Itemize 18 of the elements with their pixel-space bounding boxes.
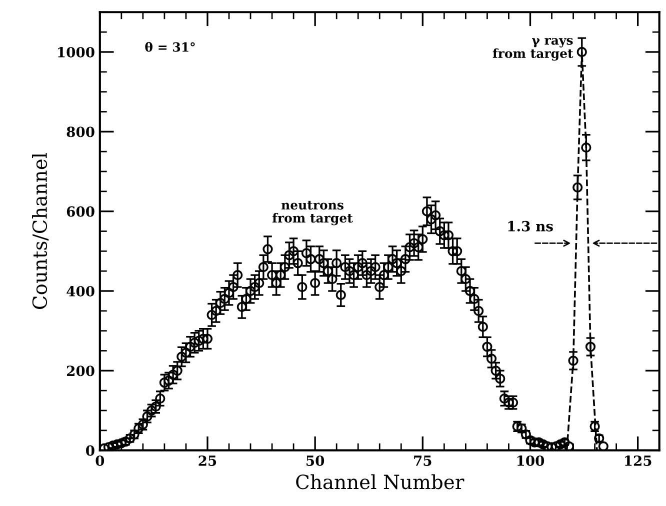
- x-tick-label: 75: [414, 456, 432, 466]
- x-axis-title: Channel Number: [296, 474, 464, 490]
- x-tick-label: 50: [306, 455, 324, 466]
- annotation: γ rays from target: [492, 38, 574, 61]
- y-tick-label: 600: [66, 206, 94, 217]
- y-tick-label: 800: [66, 126, 94, 138]
- y-tick-label: 400: [66, 286, 94, 296]
- annotation: neutrons from target: [272, 200, 353, 226]
- x-tick-label: 100: [517, 455, 544, 466]
- x-tick-label: 0: [96, 455, 104, 466]
- y-tick-label: 200: [66, 366, 94, 376]
- x-tick-label: 125: [625, 455, 652, 466]
- y-tick-label: 0: [86, 445, 94, 456]
- x-tick-label: 25: [198, 455, 216, 466]
- annotation: θ = 31°: [145, 42, 195, 52]
- annotation: 1.3 ns: [508, 220, 553, 232]
- y-tick-label: 1000: [58, 46, 94, 58]
- y-axis-title: Counts/Channel: [32, 152, 49, 310]
